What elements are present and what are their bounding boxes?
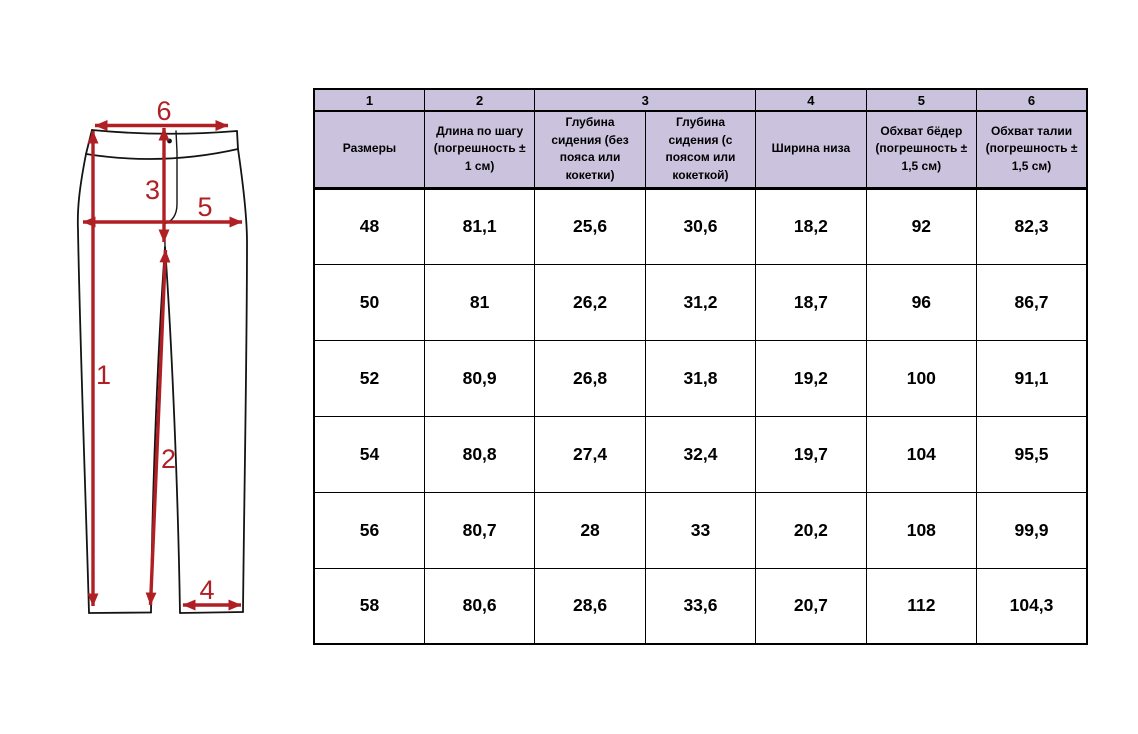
value-cell: 28 [534,491,646,569]
value-cell: 81,1 [423,187,536,265]
column-number: 2 [423,88,536,112]
measure-label-6: 6 [156,96,171,126]
measure-label-3: 3 [145,175,160,205]
size-table: 1 2 3 4 5 6 Размеры Длина по шагу (погре… [313,88,1088,645]
value-cell: 20,2 [755,491,867,569]
measure-label-1: 1 [96,360,111,390]
column-number: 1 [313,88,425,112]
fly-top-line [175,130,178,153]
value-cell: 104 [865,415,978,493]
measure-label-5: 5 [197,192,212,222]
column-header-inseam: Длина по шагу (погрешность ± 1 см) [423,110,536,190]
column-number-row: 1 2 3 4 5 6 [313,88,1088,112]
column-header-row: Размеры Длина по шагу (погрешность ± 1 с… [313,110,1088,190]
value-cell: 80,8 [423,415,536,493]
value-cell: 86,7 [976,263,1088,341]
value-cell: 26,2 [534,263,646,341]
table-row: 54 80,8 27,4 32,4 19,7 104 95,5 [313,415,1088,493]
value-cell: 18,2 [755,187,867,265]
column-number: 3 [534,88,757,112]
value-cell: 28,6 [534,567,646,645]
value-cell: 80,6 [423,567,536,645]
value-cell: 99,9 [976,491,1088,569]
table-row: 56 80,7 28 33 20,2 108 99,9 [313,491,1088,569]
value-cell: 18,7 [755,263,867,341]
column-header-sizes: Размеры [313,110,425,190]
right-inseam [164,246,181,614]
size-cell: 48 [313,187,425,265]
measure-label-4: 4 [199,575,214,605]
value-cell: 112 [865,567,978,645]
size-cell: 54 [313,415,425,493]
value-cell: 32,4 [644,415,757,493]
left-hem [88,611,152,614]
value-cell: 33 [644,491,757,569]
value-cell: 91,1 [976,339,1088,417]
pants-diagram: 6 3 5 1 2 4 [76,96,248,614]
table-row: 52 80,9 26,8 31,8 19,2 100 91,1 [313,339,1088,417]
column-header-leg-opening: Ширина низа [755,110,867,190]
value-cell: 33,6 [644,567,757,645]
value-cell: 31,2 [644,263,757,341]
column-number: 4 [755,88,867,112]
measure-label-2: 2 [161,444,176,474]
right-hem [179,611,244,614]
column-header-rise-belt: Глубина сидения (с поясом или кокеткой) [644,110,757,190]
fly-curve [163,151,178,225]
value-cell: 25,6 [534,187,646,265]
left-outer-seam [76,129,93,614]
right-outer-seam [236,130,248,613]
waistband-bottom [85,148,239,160]
size-cell: 52 [313,339,425,417]
value-cell: 82,3 [976,187,1088,265]
table-row: 48 81,1 25,6 30,6 18,2 92 82,3 [313,187,1088,265]
column-header-waist: Обхват талии (погрешность ± 1,5 см) [976,110,1088,190]
value-cell: 31,8 [644,339,757,417]
measurement-arrows [82,120,243,611]
value-cell: 30,6 [644,187,757,265]
value-cell: 108 [865,491,978,569]
measure-arrow-inseam [145,249,171,606]
value-cell: 95,5 [976,415,1088,493]
value-cell: 96 [865,263,978,341]
size-cell: 50 [313,263,425,341]
size-cell: 58 [313,567,425,645]
column-header-hips: Обхват бёдер (погрешность ± 1,5 см) [865,110,978,190]
value-cell: 20,7 [755,567,867,645]
value-cell: 26,8 [534,339,646,417]
column-number: 6 [976,88,1088,112]
value-cell: 27,4 [534,415,646,493]
value-cell: 100 [865,339,978,417]
table-row: 50 81 26,2 31,2 18,7 96 86,7 [313,263,1088,341]
measurement-labels: 6 3 5 1 2 4 [96,96,215,605]
value-cell: 80,7 [423,491,536,569]
value-cell: 19,2 [755,339,867,417]
value-cell: 81 [423,263,536,341]
value-cell: 92 [865,187,978,265]
table-row: 58 80,6 28,6 33,6 20,7 112 104,3 [313,567,1088,645]
size-cell: 56 [313,491,425,569]
value-cell: 19,7 [755,415,867,493]
value-cell: 80,9 [423,339,536,417]
value-cell: 104,3 [976,567,1088,645]
column-header-rise-no-belt: Глубина сидения (без пояса или кокетки) [534,110,646,190]
column-number: 5 [865,88,978,112]
button-icon [167,138,172,144]
